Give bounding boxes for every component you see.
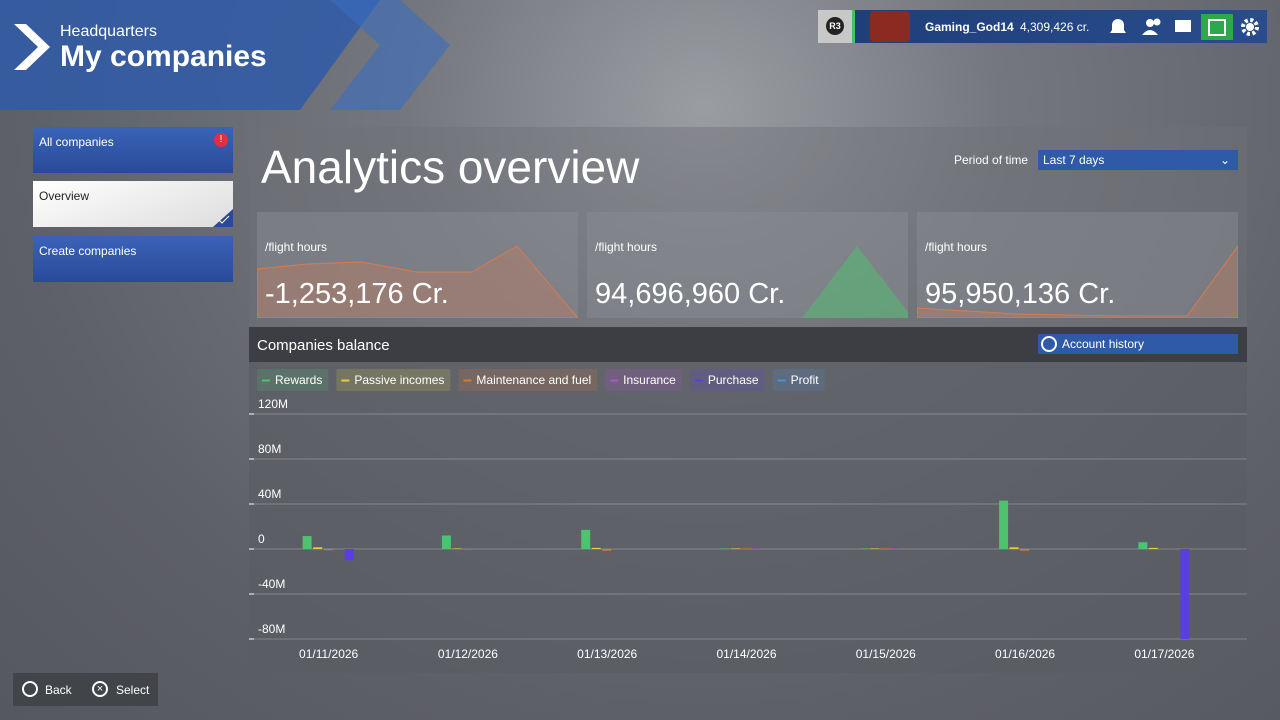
bar (870, 548, 880, 549)
select-button[interactable]: Select (116, 683, 150, 697)
y-tick-label: 80M (258, 442, 281, 456)
menu-item[interactable]: Overview (33, 181, 233, 227)
bar (1009, 547, 1019, 549)
alert: ! (214, 133, 228, 147)
bar (1180, 549, 1190, 639)
menu-label: Overview (39, 189, 90, 203)
bar (313, 547, 323, 549)
period-label: Period of time (954, 153, 1029, 167)
bar (1138, 542, 1148, 549)
card: /flight hours -1,253,176 Cr. (257, 212, 578, 318)
y-tick-label: 0 (258, 532, 265, 546)
x-tick-label: 01/15/2026 (856, 647, 916, 661)
period-value: Last 7 days (1043, 153, 1105, 167)
card-label: /flight hours (925, 240, 988, 254)
header-subtitle: Headquarters (60, 23, 157, 40)
icons[interactable] (1106, 14, 1266, 40)
card-value: 95,950,136 Cr. (925, 278, 1116, 310)
y-tick-label: 120M (258, 397, 288, 411)
legend-item (336, 369, 451, 391)
bar (462, 549, 472, 550)
bar (602, 549, 612, 551)
x-tick-label: 01/14/2026 (716, 647, 776, 661)
account-history-button[interactable]: Account history (1038, 334, 1238, 354)
card-value: -1,253,176 Cr. (265, 278, 449, 310)
sparkline (802, 246, 908, 318)
y-tick-label: -80M (258, 622, 285, 636)
bar (323, 549, 333, 551)
bar (344, 549, 354, 561)
x-tick-label: 01/17/2026 (1134, 647, 1194, 661)
legend-item (689, 369, 765, 391)
bar (752, 548, 761, 549)
card-label: /flight hours (265, 240, 328, 254)
legend-item (257, 369, 329, 391)
legend-label: Profit (791, 373, 820, 387)
bar (1148, 547, 1158, 549)
chart-bg (249, 362, 1247, 673)
bar (581, 529, 591, 549)
footer: Back × Select (13, 673, 158, 706)
card-value: 94,696,960 Cr. (595, 278, 786, 310)
user-bar: R3 Gaming_God14 4,309,426 cr. (818, 10, 1267, 43)
bar (999, 500, 1009, 549)
bar (891, 548, 901, 549)
x-tick-label: 01/12/2026 (438, 647, 498, 661)
header-title: My companies (60, 40, 267, 73)
legend-item (772, 369, 825, 391)
legend-label: Purchase (708, 373, 759, 387)
credits: 4,309,426 cr. (1020, 20, 1090, 34)
y-tick-label: -40M (258, 577, 285, 591)
main-panel (249, 127, 1247, 673)
card-label: /flight hours (595, 240, 658, 254)
bar (591, 547, 601, 549)
bar (1020, 549, 1030, 551)
x-tick-label: 01/16/2026 (995, 647, 1055, 661)
user-name: Gaming_God14 (925, 20, 1014, 34)
period-dropdown[interactable]: Last 7 days ⌄ (1038, 150, 1238, 170)
bar (859, 548, 869, 549)
legend-label: Insurance (623, 373, 676, 387)
check (213, 209, 233, 227)
menu-label: Create companies (39, 244, 137, 258)
sparkline (917, 245, 1238, 318)
status (852, 10, 855, 43)
legend-item (605, 369, 682, 391)
bar (741, 548, 751, 549)
button-label: Account history (1062, 337, 1145, 351)
back-button[interactable]: Back (45, 683, 72, 697)
menu-item[interactable]: Create companies (33, 236, 233, 282)
badge: R3 (826, 17, 844, 35)
page-title: Analytics overview (261, 141, 640, 193)
bar (731, 548, 740, 549)
menu-item[interactable]: All companies ! (33, 127, 233, 173)
sparkline (257, 245, 578, 318)
x-tick-label: 01/11/2026 (299, 647, 358, 661)
legend-label: Passive incomes (354, 373, 444, 387)
legend-item (458, 369, 598, 391)
bar (452, 548, 462, 549)
balance-title: Companies balance (257, 337, 390, 354)
header-decor (0, 0, 450, 110)
bar (880, 548, 890, 549)
y-tick-label: 40M (258, 487, 281, 501)
bar (720, 548, 730, 549)
card: /flight hours 95,950,136 Cr. (917, 212, 1238, 318)
avatar[interactable] (870, 11, 910, 42)
bar (302, 536, 312, 549)
menu-label: All companies (39, 135, 114, 149)
x-tick-label: 01/13/2026 (577, 647, 637, 661)
card: /flight hours 94,696,960 Cr. (587, 212, 908, 318)
bar (441, 535, 451, 549)
legend-label: Maintenance and fuel (476, 373, 591, 387)
legend-label: Rewards (275, 373, 322, 387)
